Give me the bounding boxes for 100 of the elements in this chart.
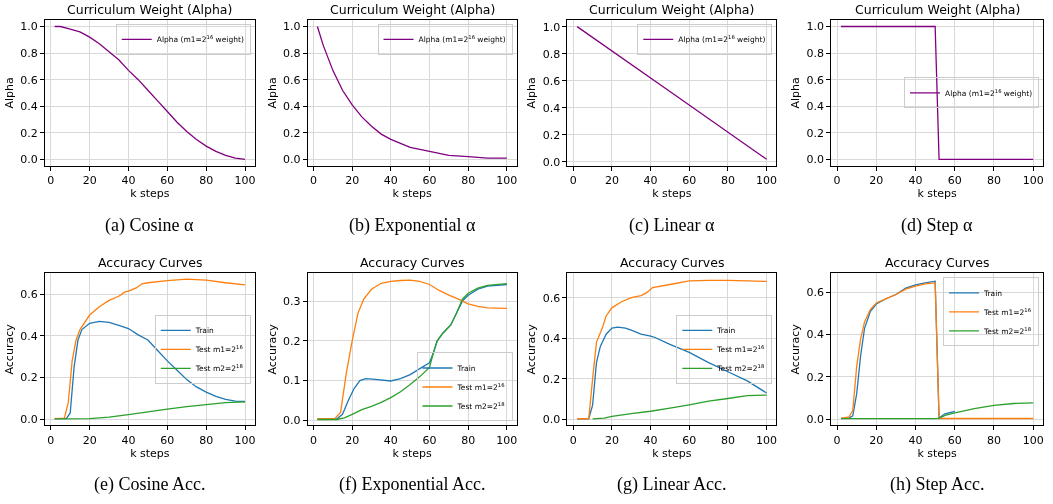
- x-tick-label: 0: [310, 433, 318, 447]
- y-tick-label: 0.3: [283, 295, 301, 309]
- y-axis-title: Accuracy: [789, 323, 803, 375]
- chart-title: Accuracy Curves: [885, 255, 990, 270]
- y-axis-title: Accuracy: [2, 323, 16, 375]
- text: (e) Cosine Acc.: [94, 474, 206, 495]
- x-tick-label: 0: [833, 174, 841, 188]
- y-axis-title: Accuracy: [265, 323, 279, 375]
- y-tick-label: 0.4: [542, 101, 561, 115]
- x-axis-title: k steps: [917, 446, 958, 460]
- y-tick-label: 0.4: [20, 100, 38, 114]
- text: (a) Cosine α: [105, 215, 194, 236]
- x-tick-label: 20: [604, 174, 619, 188]
- y-tick-label: 0.6: [20, 73, 38, 87]
- x-tick-label: 60: [947, 433, 962, 447]
- y-tick-label: 0.2: [283, 334, 301, 348]
- x-tick-label: 100: [234, 174, 256, 188]
- y-tick-label: 0.0: [806, 412, 825, 426]
- y-tick-label: 0.0: [806, 153, 825, 167]
- y-tick-label: 0.4: [806, 328, 825, 342]
- y-tick-label: 0.2: [806, 126, 825, 140]
- x-tick-label: 60: [422, 433, 437, 447]
- line-series: [316, 25, 508, 159]
- line-series: [840, 282, 1034, 420]
- y-tick-label: 0.6: [542, 74, 561, 88]
- y-tick-label: 0.0: [542, 155, 561, 169]
- y-axis-title: Alpha: [2, 77, 16, 109]
- x-tick-label: 60: [682, 433, 697, 447]
- line-series: [840, 402, 1034, 420]
- x-tick-label: 20: [82, 174, 97, 188]
- y-axis-title: Accuracy: [525, 323, 539, 375]
- y-tick-label: 0.1: [283, 374, 301, 388]
- x-axis-title: k steps: [130, 187, 170, 201]
- x-tick-label: 60: [160, 174, 175, 188]
- y-tick-label: 1.0: [542, 20, 561, 34]
- x-tick-label: 20: [869, 433, 884, 447]
- chart-title: Curriculum Weight (Alpha): [330, 2, 496, 17]
- text: (c) Linear α: [629, 215, 715, 236]
- y-tick-label: 1.0: [806, 20, 825, 34]
- y-tick-label: 0.2: [283, 126, 301, 140]
- y-tick-label: 0.2: [20, 371, 38, 385]
- y-tick-label: 0.0: [542, 413, 561, 427]
- x-axis-title: k steps: [652, 446, 692, 460]
- x-tick-label: 40: [908, 433, 923, 447]
- x-tick-label: 40: [383, 174, 398, 188]
- y-tick-label: 0.0: [20, 413, 38, 427]
- x-tick-label: 80: [720, 174, 735, 188]
- y-tick-label: 0.2: [806, 370, 825, 384]
- y-tick-label: 0.6: [542, 291, 561, 305]
- x-axis-title: k steps: [392, 187, 433, 201]
- chart-title: Accuracy Curves: [620, 255, 725, 270]
- y-tick-label: 0.2: [542, 372, 561, 386]
- x-tick-label: 80: [199, 433, 214, 447]
- x-tick-label: 0: [47, 433, 55, 447]
- text: (h) Step Acc.: [890, 474, 985, 495]
- x-tick-label: 20: [869, 174, 884, 188]
- chart-title: Curriculum Weight (Alpha): [855, 2, 1021, 17]
- y-tick-label: 0.2: [542, 128, 561, 142]
- chart-title: Accuracy Curves: [98, 255, 203, 270]
- y-tick-label: 0.4: [542, 332, 561, 346]
- y-tick-label: 0.6: [806, 286, 825, 300]
- x-tick-label: 40: [121, 433, 136, 447]
- x-tick-label: 20: [345, 433, 360, 447]
- x-tick-label: 100: [756, 433, 778, 447]
- x-tick-label: 20: [82, 433, 97, 447]
- y-tick-label: 0.0: [283, 414, 301, 428]
- x-tick-label: 100: [496, 433, 518, 447]
- y-tick-label: 0.0: [20, 153, 38, 167]
- x-tick-label: 100: [756, 174, 778, 188]
- y-tick-label: 0.6: [20, 288, 38, 302]
- y-axis-title: Alpha: [525, 77, 539, 109]
- x-axis-title: k steps: [652, 187, 692, 201]
- y-tick-label: 0.8: [542, 47, 561, 61]
- text: (g) Linear Acc.: [617, 474, 727, 495]
- line-series: [576, 279, 768, 420]
- x-tick-label: 80: [461, 174, 476, 188]
- x-tick-label: 80: [199, 174, 214, 188]
- x-tick-label: 80: [720, 433, 735, 447]
- x-tick-label: 60: [422, 174, 437, 188]
- text: (d) Step α: [901, 215, 973, 236]
- y-tick-label: 0.6: [806, 73, 825, 87]
- x-tick-label: 60: [682, 174, 697, 188]
- x-tick-label: 80: [461, 433, 476, 447]
- x-tick-label: 0: [47, 174, 55, 188]
- x-tick-label: 20: [345, 174, 360, 188]
- y-tick-label: 0.6: [283, 73, 301, 87]
- y-tick-label: 0.4: [806, 100, 825, 114]
- y-tick-label: 0.8: [283, 46, 301, 60]
- y-axis-title: Alpha: [265, 77, 279, 109]
- y-tick-label: 0.0: [283, 153, 301, 167]
- x-tick-label: 60: [160, 433, 175, 447]
- x-tick-label: 0: [569, 433, 577, 447]
- x-tick-label: 0: [833, 433, 841, 447]
- x-tick-label: 0: [310, 174, 318, 188]
- x-tick-label: 40: [121, 174, 136, 188]
- y-tick-label: 1.0: [283, 20, 301, 34]
- chart-title: Curriculum Weight (Alpha): [67, 2, 233, 17]
- y-tick-label: 0.8: [806, 46, 825, 60]
- y-tick-label: 0.8: [20, 46, 38, 60]
- line-series: [54, 401, 246, 420]
